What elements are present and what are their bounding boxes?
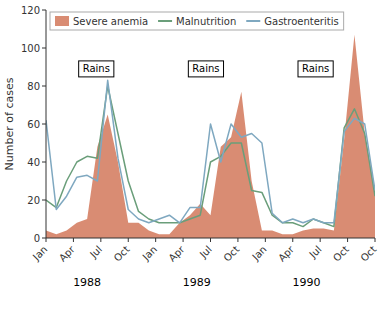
x-tick [320,238,321,242]
chart: 0 20 40 60 80 100 120 Jan Apr Jul Oct Jan Apr Jul Oct J… [0,0,385,310]
annotation-box [188,61,223,77]
annotation: Rains [188,61,223,77]
year-label: 1989 [183,276,211,289]
year-label: 1990 [292,276,320,289]
x-tick [347,238,348,242]
plot-area [46,35,375,238]
legend-swatch [55,16,69,26]
year-label: 1988 [73,276,101,289]
legend-swatch [246,20,260,22]
x-tick-label: Apr [57,243,78,264]
x-tick-label: Jul [197,244,214,261]
x-tick [210,238,211,242]
annotation-box [298,61,333,77]
y-tick-label: 80 [27,81,40,92]
x-tick [73,238,74,242]
x-tick-label: Jul [307,244,324,261]
x-tick-label: Jan [249,244,268,263]
y-tick [42,86,46,87]
line-series [46,80,375,223]
annotation-text: Rains [302,63,329,74]
x-tick [183,238,184,242]
y-tick [42,238,46,239]
y-tick [42,48,46,49]
x-tick [128,238,129,242]
y-tick-label: 20 [27,195,40,206]
y-tick-label: 0 [34,233,40,244]
y-tick [42,124,46,125]
x-tick [155,238,156,242]
x-tick [237,238,238,242]
y-tick-label: 60 [27,119,40,130]
x-tick-label: Oct [331,244,351,264]
x-tick-label: Oct [358,244,378,264]
x-tick-label: Oct [221,244,241,264]
y-tick-label: 120 [21,5,40,16]
legend-swatch [158,20,172,22]
x-tick [46,238,47,242]
x-tick [292,238,293,242]
y-tick [42,200,46,201]
legend-label: Gastroenteritis [264,16,338,27]
y-tick [42,162,46,163]
y-tick [42,10,46,11]
legend-frame [50,12,344,30]
x-tick-label: Oct [112,244,132,264]
x-tick [265,238,266,242]
x-tick-label: Jan [30,244,49,263]
x-tick-label: Jan [140,244,159,263]
legend-label: Severe anemia [73,16,148,27]
legend: Severe anemia Malnutrition Gastroenteritis [50,12,344,30]
annotation: Rains [79,61,114,77]
annotation-text: Rains [192,63,219,74]
x-tick-label: Apr [166,243,187,264]
x-tick-label: Jul [87,244,104,261]
x-tick [100,238,101,242]
annotation-box [79,61,114,77]
line-series [46,86,375,227]
y-tick-label: 40 [27,157,40,168]
y-tick-label: 100 [21,43,40,54]
annotation-text: Rains [83,63,110,74]
annotation: Rains [298,61,333,77]
y-axis-label: Number of cases [3,77,16,170]
area-series [46,35,375,238]
legend-label: Malnutrition [176,16,236,27]
x-tick-label: Apr [276,243,297,264]
x-tick [375,238,376,242]
